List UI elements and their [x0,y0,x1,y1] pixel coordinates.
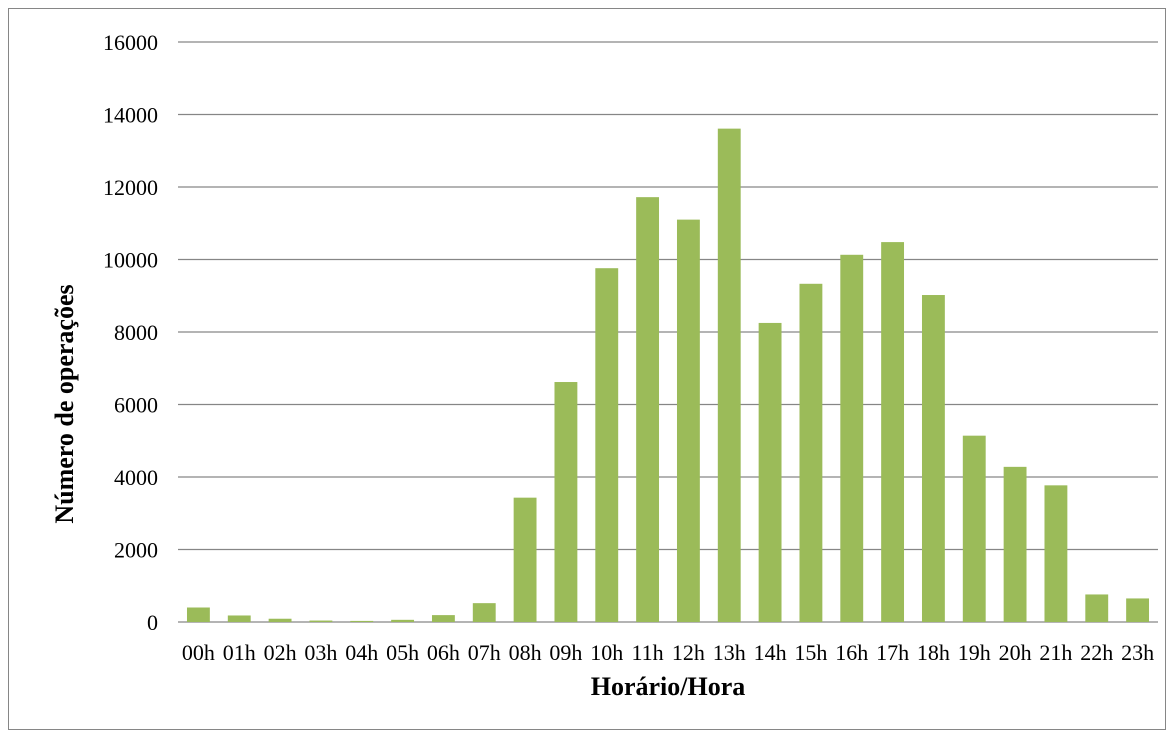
y-tick-label: 6000 [114,393,158,418]
bar-00h [186,607,210,622]
x-tick-label: 14h [754,640,787,665]
x-tick-label: 21h [1039,640,1072,665]
y-axis-title: Número de operações [50,284,79,523]
x-tick-label: 16h [835,640,868,665]
x-tick-label: 13h [713,640,746,665]
bar-17h [881,242,905,622]
x-tick-label: 10h [590,640,623,665]
x-tick-label: 18h [917,640,950,665]
bar-09h [554,382,578,622]
bar-08h [513,497,537,622]
bar-01h [227,615,251,622]
bar-18h [921,295,945,622]
x-tick-label: 03h [304,640,337,665]
x-tick-label: 17h [876,640,909,665]
bar-15h [799,283,823,622]
gridlines [178,41,1158,623]
y-tick-label: 0 [147,610,158,635]
x-tick-label: 12h [672,640,705,665]
x-tick-label: 07h [468,640,501,665]
bar-11h [636,197,660,622]
bar-19h [962,435,986,622]
bar-02h [268,618,292,622]
bar-16h [840,254,864,622]
x-tick-label: 22h [1080,640,1113,665]
x-tick-label: 11h [631,640,663,665]
x-tick-label: 05h [386,640,419,665]
x-tick-label: 08h [509,640,542,665]
x-tick-label: 23h [1121,640,1154,665]
bar-14h [758,322,782,622]
x-tick-labels: 00h 01h 02h 03h 04h 05h 06h 07h 08h 09h 10h 11h 12h 1… [182,640,1154,665]
bar-12h [676,219,700,622]
bar-23h [1126,598,1150,622]
x-tick-label: 19h [958,640,991,665]
bar-21h [1044,485,1068,622]
x-tick-label: 00h [182,640,215,665]
bar-13h [717,128,741,622]
y-tick-label: 4000 [114,465,158,490]
x-tick-label: 06h [427,640,460,665]
bar-06h [431,615,455,622]
bar-20h [1003,466,1027,622]
y-tick-label: 14000 [103,103,158,128]
y-tick-labels: 0 2000 4000 6000 8000 10000 12000 14000 16000 [103,30,158,635]
x-tick-label: 04h [345,640,378,665]
x-tick-label: 01h [223,640,256,665]
y-tick-label: 12000 [103,175,158,200]
bar-07h [472,603,496,622]
x-tick-label: 09h [549,640,582,665]
x-axis-title: Horário/Hora [591,672,746,701]
y-tick-label: 16000 [103,30,158,55]
y-tick-label: 10000 [103,248,158,273]
y-tick-label: 2000 [114,538,158,563]
bar-10h [595,268,619,622]
x-tick-label: 02h [264,640,297,665]
bars [186,128,1150,622]
x-tick-label: 20h [999,640,1032,665]
bar-05h [391,619,415,622]
bar-04h [350,620,374,622]
bar-22h [1085,594,1109,622]
bar-03h [309,620,333,622]
y-tick-label: 8000 [114,320,158,345]
x-tick-label: 15h [794,640,827,665]
